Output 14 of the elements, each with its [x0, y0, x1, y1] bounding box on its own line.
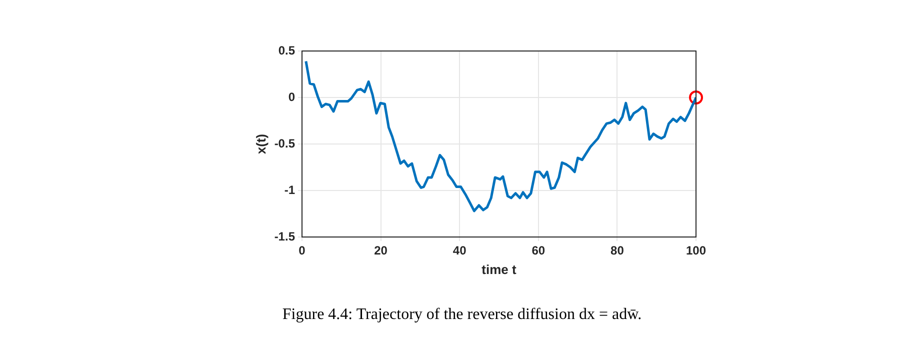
y-axis-title: x(t) — [253, 134, 268, 154]
x-tick-label: 40 — [452, 244, 467, 258]
x-axis-title: time t — [482, 262, 518, 277]
x-tick-label: 80 — [610, 244, 624, 258]
x-tick-label: 20 — [374, 244, 388, 258]
y-tick-label: -1.5 — [274, 229, 296, 244]
x-tick-label: 60 — [532, 244, 546, 258]
x-tick-label: 100 — [686, 244, 706, 258]
x-tick-label: 0 — [298, 244, 306, 258]
y-tick-label: -0.5 — [274, 136, 296, 150]
caption: Figure 4.4: Trajectory of the reverse diffusion dx = adw̄. — [281, 306, 643, 324]
y-tick-label: 0 — [288, 90, 296, 104]
y-tick-label: 0.5 — [278, 43, 296, 58]
y-tick-label: -1 — [284, 182, 296, 197]
